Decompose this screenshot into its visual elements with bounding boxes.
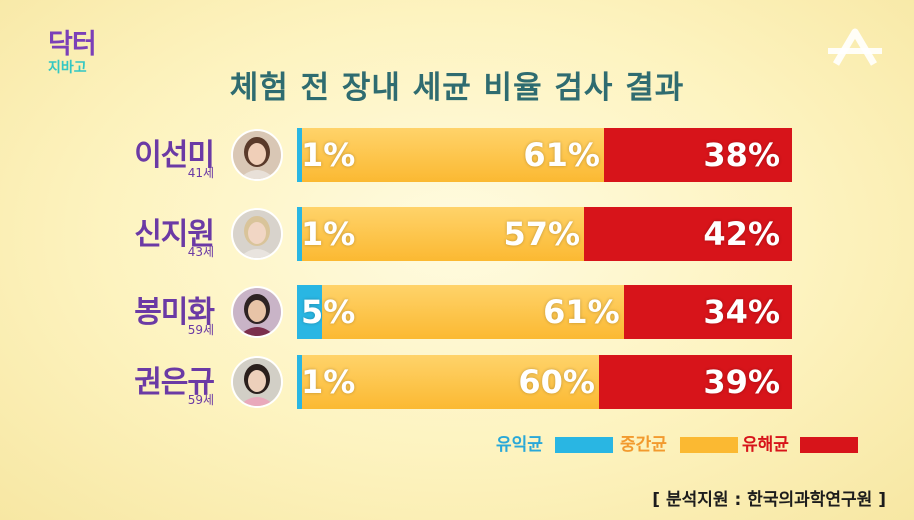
data-label-bad: 39% xyxy=(703,363,780,401)
bar-segment-중간균 xyxy=(301,207,585,261)
bar-segment-유익균 xyxy=(297,285,322,339)
bar-segment-중간균 xyxy=(301,128,604,182)
person-avatar xyxy=(231,356,283,408)
data-label-mid: 61% xyxy=(523,136,600,174)
chart-row: 권은규 59세 1% 60% 39% xyxy=(0,355,914,409)
chart-row: 신지원 43세 1% 57% 42% xyxy=(0,207,914,261)
person-name: 봉미화 xyxy=(134,295,215,330)
legend-swatch xyxy=(800,437,858,453)
data-label-mid: 60% xyxy=(518,363,595,401)
stacked-bar xyxy=(297,285,792,339)
data-label-bad: 34% xyxy=(703,293,780,331)
data-label-bad: 42% xyxy=(703,215,780,253)
legend-label: 유익균 xyxy=(496,435,543,455)
legend-label: 중간균 xyxy=(620,435,667,455)
person-name: 권은규 xyxy=(134,365,215,400)
chart-title: 체험 전 장내 세균 비율 검사 결과 xyxy=(229,70,685,106)
data-label-good: 1% xyxy=(301,136,356,174)
channel-a-logo-icon xyxy=(828,28,882,66)
person-avatar xyxy=(231,129,283,181)
person-avatar xyxy=(231,208,283,260)
bar-segment-유해균 xyxy=(623,285,792,339)
bar-segment-중간균 xyxy=(321,285,624,339)
logo-title: 닥터 xyxy=(48,29,97,60)
program-logo: 닥터 지바고 xyxy=(48,29,118,77)
stacked-bar xyxy=(297,128,792,182)
chart-row: 이선미 41세 1% 61% 38% xyxy=(0,128,914,182)
chart-row: 봉미화 59세 5% 61% 34% xyxy=(0,285,914,339)
stacked-bar xyxy=(297,207,792,261)
person-name: 이선미 xyxy=(134,138,215,173)
legend-label: 유해균 xyxy=(742,435,789,455)
person-name: 신지원 xyxy=(134,217,215,252)
person-age: 41세 xyxy=(187,166,214,180)
bar-segment-유해균 xyxy=(584,207,792,261)
bar-segment-유해균 xyxy=(603,128,792,182)
data-label-mid: 61% xyxy=(543,293,620,331)
data-label-good: 1% xyxy=(301,363,356,401)
bar-segment-유익균 xyxy=(297,207,302,261)
person-age: 43세 xyxy=(187,245,214,259)
logo-subtitle: 지바고 xyxy=(48,60,87,76)
legend-swatch xyxy=(680,437,738,453)
person-avatar xyxy=(231,286,283,338)
person-age: 59세 xyxy=(187,393,214,407)
person-age: 59세 xyxy=(187,323,214,337)
bar-segment-중간균 xyxy=(301,355,599,409)
legend-swatch xyxy=(555,437,613,453)
bar-segment-유익균 xyxy=(297,128,302,182)
legend: 유익균 중간균 유해균 xyxy=(0,434,914,456)
bar-segment-유익균 xyxy=(297,355,302,409)
data-label-good: 1% xyxy=(301,215,356,253)
stacked-bar xyxy=(297,355,792,409)
data-label-mid: 57% xyxy=(503,215,581,253)
data-label-good: 5% xyxy=(301,293,356,331)
bar-segment-유해균 xyxy=(598,355,792,409)
data-label-bad: 38% xyxy=(703,136,780,174)
source-credit: [ 분석지원 : 한국의과학연구원 ] xyxy=(652,490,886,510)
